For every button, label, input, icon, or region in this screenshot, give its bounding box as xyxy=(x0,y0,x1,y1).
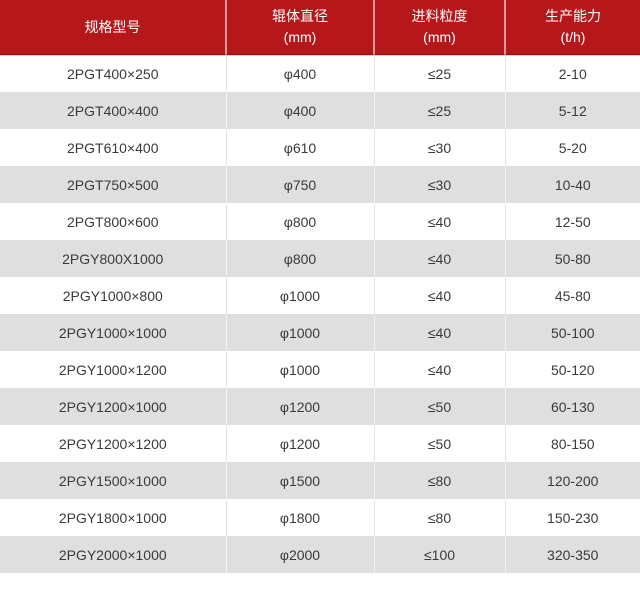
spec-table-container: 规格型号 辊体直径 (mm) 进料粒度 (mm) 生产能力 (t/h) 2PGT… xyxy=(0,0,640,573)
table-cell: ≤40 xyxy=(374,240,506,277)
table-cell: 50-100 xyxy=(505,314,640,351)
column-header-label: 生产能力 xyxy=(545,8,601,24)
table-cell: φ1200 xyxy=(226,388,375,425)
table-cell: 80-150 xyxy=(505,425,640,462)
table-cell: 2PGY1000×800 xyxy=(0,277,227,314)
spec-table: 规格型号 辊体直径 (mm) 进料粒度 (mm) 生产能力 (t/h) 2PGT… xyxy=(0,0,640,573)
table-cell: ≤40 xyxy=(374,277,506,314)
table-cell: φ750 xyxy=(226,166,375,203)
column-header-unit: (mm) xyxy=(423,29,456,45)
table-cell: ≤80 xyxy=(374,462,506,499)
table-cell: ≤25 xyxy=(374,92,506,129)
column-header-unit: (t/h) xyxy=(560,29,586,45)
table-row: 2PGT400×250 φ400 ≤25 2-10 xyxy=(0,55,640,92)
table-cell: 2PGY1800×1000 xyxy=(0,499,227,536)
table-cell: ≤30 xyxy=(374,129,506,166)
table-cell: ≤40 xyxy=(374,351,506,388)
table-cell: 2PGY1200×1200 xyxy=(0,425,227,462)
table-cell: 50-80 xyxy=(505,240,640,277)
table-cell: 50-120 xyxy=(505,351,640,388)
table-cell: φ400 xyxy=(226,92,375,129)
table-row: 2PGY1200×1200 φ1200 ≤50 80-150 xyxy=(0,425,640,462)
table-cell: ≤40 xyxy=(374,203,506,240)
table-cell: φ1800 xyxy=(226,499,375,536)
table-cell: 45-80 xyxy=(505,277,640,314)
table-cell: ≤25 xyxy=(374,55,506,92)
table-cell: 2PGY1000×1000 xyxy=(0,314,227,351)
table-row: 2PGY1500×1000 φ1500 ≤80 120-200 xyxy=(0,462,640,499)
column-header-model: 规格型号 xyxy=(0,0,227,56)
table-cell: 2PGY2000×1000 xyxy=(0,536,227,573)
column-header-unit: (mm) xyxy=(283,29,317,45)
column-header-label: 进料粒度 xyxy=(411,8,468,24)
table-row: 2PGT800×600 φ800 ≤40 12-50 xyxy=(0,203,640,240)
table-row: 2PGY1200×1000 φ1200 ≤50 60-130 xyxy=(0,388,640,425)
table-cell: ≤30 xyxy=(374,166,506,203)
table-row: 2PGY1800×1000 φ1800 ≤80 150-230 xyxy=(0,499,640,536)
table-cell: 2PGT400×250 xyxy=(0,55,227,92)
table-cell: φ1500 xyxy=(226,462,375,499)
table-cell: ≤40 xyxy=(374,314,506,351)
table-cell: φ1200 xyxy=(226,425,375,462)
table-row: 2PGY1000×800 φ1000 ≤40 45-80 xyxy=(0,277,640,314)
header-row: 规格型号 辊体直径 (mm) 进料粒度 (mm) 生产能力 (t/h) xyxy=(0,0,640,56)
table-cell: 2PGY1200×1000 xyxy=(0,388,227,425)
table-cell: 320-350 xyxy=(505,536,640,573)
table-cell: 12-50 xyxy=(505,203,640,240)
table-cell: 5-12 xyxy=(505,92,640,129)
table-cell: φ1000 xyxy=(226,277,375,314)
table-cell: φ610 xyxy=(226,129,375,166)
table-cell: 150-230 xyxy=(505,499,640,536)
table-cell: φ1000 xyxy=(226,351,375,388)
table-cell: 120-200 xyxy=(505,462,640,499)
table-row: 2PGY1000×1200 φ1000 ≤40 50-120 xyxy=(0,351,640,388)
table-cell: 60-130 xyxy=(505,388,640,425)
table-cell: 2PGY800X1000 xyxy=(0,240,227,277)
column-header-roller-diameter: 辊体直径 (mm) xyxy=(226,0,375,56)
table-cell: ≤100 xyxy=(374,536,506,573)
table-cell: φ1000 xyxy=(226,314,375,351)
table-cell: 5-20 xyxy=(505,129,640,166)
column-header-feed-size: 进料粒度 (mm) xyxy=(374,0,506,56)
table-row: 2PGY800X1000 φ800 ≤40 50-80 xyxy=(0,240,640,277)
table-cell: 2PGT610×400 xyxy=(0,129,227,166)
column-header-capacity: 生产能力 (t/h) xyxy=(505,0,640,56)
table-row: 2PGT750×500 φ750 ≤30 10-40 xyxy=(0,166,640,203)
table-cell: 2PGT750×500 xyxy=(0,166,227,203)
table-cell: 2PGT800×600 xyxy=(0,203,227,240)
spec-table-header: 规格型号 辊体直径 (mm) 进料粒度 (mm) 生产能力 (t/h) xyxy=(0,0,640,56)
table-row: 2PGY1000×1000 φ1000 ≤40 50-100 xyxy=(0,314,640,351)
column-header-label: 规格型号 xyxy=(84,18,141,35)
spec-table-body: 2PGT400×250 φ400 ≤25 2-10 2PGT400×400 φ400 ≤25… xyxy=(0,55,640,573)
column-header-label: 辊体直径 xyxy=(272,8,328,24)
table-cell: 2PGY1500×1000 xyxy=(0,462,227,499)
table-cell: ≤80 xyxy=(374,499,506,536)
table-cell: φ2000 xyxy=(226,536,375,573)
table-cell: ≤50 xyxy=(374,388,506,425)
table-row: 2PGT610×400 φ610 ≤30 5-20 xyxy=(0,129,640,166)
table-cell: φ800 xyxy=(226,240,375,277)
table-cell: ≤50 xyxy=(374,425,506,462)
table-row: 2PGT400×400 φ400 ≤25 5-12 xyxy=(0,92,640,129)
table-cell: 2PGY1000×1200 xyxy=(0,351,227,388)
table-row: 2PGY2000×1000 φ2000 ≤100 320-350 xyxy=(0,536,640,573)
table-cell: 2PGT400×400 xyxy=(0,92,227,129)
table-cell: 2-10 xyxy=(505,55,640,92)
table-cell: φ400 xyxy=(226,55,375,92)
table-cell: 10-40 xyxy=(505,166,640,203)
table-cell: φ800 xyxy=(226,203,375,240)
